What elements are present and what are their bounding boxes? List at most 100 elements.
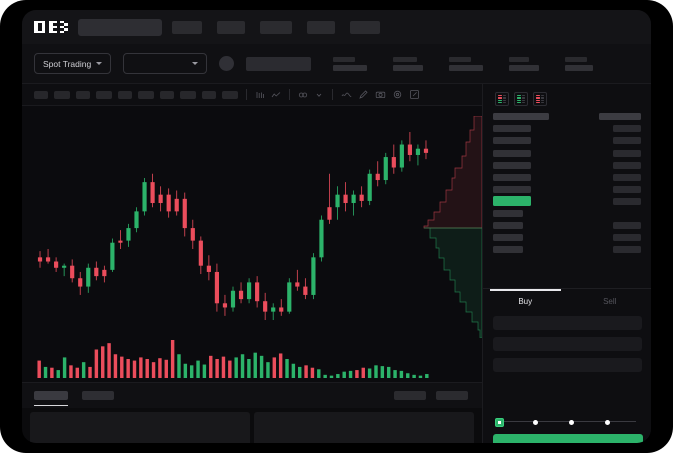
ob-ask-row-5[interactable] — [493, 172, 641, 182]
line-chart-icon[interactable] — [271, 90, 281, 100]
orderbook-view-modes — [483, 84, 651, 112]
nav-item-1[interactable] — [172, 20, 202, 34]
timeframe-15m[interactable] — [76, 90, 90, 99]
stat-last-price-value — [333, 64, 368, 71]
order-price-field[interactable] — [493, 316, 642, 330]
stat-volume-24h — [565, 56, 594, 71]
ob-ask-row-1-size — [613, 125, 641, 133]
bottom-panel-right — [254, 412, 474, 443]
orderbook-trade-column: Buy Sell — [482, 84, 651, 443]
volume-histogram — [37, 340, 429, 378]
stat-low-24h-value — [509, 64, 540, 71]
tab-order-history[interactable] — [82, 391, 114, 400]
timeframe-buttons — [34, 90, 238, 99]
candlestick-chart-icon[interactable] — [255, 90, 265, 100]
buy-sell-tabs: Buy Sell — [483, 288, 651, 314]
tab-open-orders[interactable] — [34, 391, 68, 406]
ob-bid-row-2[interactable] — [493, 221, 641, 231]
ob-bid-row-4[interactable] — [493, 245, 641, 255]
timeframe-1m[interactable] — [34, 90, 48, 99]
price-chart-pane[interactable] — [22, 106, 482, 382]
timeframe-30m[interactable] — [96, 90, 112, 99]
ob-bid-row-1-price — [493, 210, 523, 217]
place-buy-order-button[interactable] — [493, 434, 643, 443]
tab-sell-label: Sell — [603, 297, 617, 306]
ob-ask-row-6-price — [493, 185, 531, 193]
candlestick-chart — [37, 132, 429, 320]
toolbar-divider — [332, 89, 333, 100]
ob-ask-row-3[interactable] — [493, 148, 641, 158]
trading-mode-selector[interactable]: Spot Trading — [34, 53, 112, 74]
order-amount-field[interactable] — [493, 337, 642, 351]
timeframe-1h[interactable] — [118, 90, 132, 99]
chevron-down-icon[interactable] — [314, 90, 324, 100]
ob-ask-row-2[interactable] — [493, 136, 641, 146]
ob-spread-row[interactable] — [493, 196, 641, 207]
ob-header-row-size — [599, 113, 641, 121]
top-navigation-bar — [22, 10, 651, 44]
order-entry-form — [483, 316, 651, 379]
wave-chart-icon[interactable] — [341, 90, 352, 100]
chevron-down-icon — [96, 62, 103, 65]
tab-sell[interactable]: Sell — [568, 289, 652, 314]
global-search-input[interactable] — [78, 18, 162, 36]
okx-logo-icon[interactable] — [34, 20, 68, 34]
ob-bid-row-3-price — [493, 234, 523, 242]
slider-stop-25[interactable] — [533, 419, 538, 425]
ob-ask-row-1[interactable] — [493, 124, 641, 134]
stat-change-24h-label — [393, 56, 418, 62]
tab-action-hide-other-pairs[interactable] — [394, 391, 426, 400]
ob-bid-row-2-price — [493, 222, 523, 230]
timeframe-1d[interactable] — [160, 90, 174, 99]
timeframe-more[interactable] — [222, 90, 238, 99]
ob-spread-row-price — [493, 196, 531, 207]
ob-mode-asks-only-bars — [536, 95, 540, 103]
trading-pair-selector[interactable] — [123, 53, 208, 74]
nav-item-5[interactable] — [350, 20, 380, 34]
tab-open-orders-label — [34, 391, 68, 400]
ob-bid-row-1[interactable] — [493, 209, 641, 219]
ob-mode-both[interactable] — [495, 92, 509, 106]
nav-item-2[interactable] — [217, 20, 245, 34]
ob-header-row[interactable] — [493, 112, 641, 122]
ob-bid-row-4-price — [493, 246, 523, 254]
order-total-field[interactable] — [493, 358, 642, 372]
stat-volume-24h-value — [565, 64, 594, 71]
slider-stop-75[interactable] — [605, 419, 610, 425]
pencil-icon[interactable] — [358, 89, 369, 100]
ob-ask-row-3-price — [493, 149, 531, 157]
nav-item-4[interactable] — [307, 20, 335, 34]
settings-gear-icon[interactable] — [392, 89, 403, 100]
indicators-icon[interactable] — [298, 90, 308, 100]
tab-order-history-label — [82, 391, 114, 400]
amount-percent-slider[interactable] — [495, 416, 640, 428]
ob-ask-row-2-size — [613, 137, 641, 145]
ob-mode-asks-only[interactable] — [533, 92, 547, 106]
trading-mode-label: Spot Trading — [43, 58, 92, 69]
nav-items — [172, 20, 380, 34]
timeframe-1mo[interactable] — [202, 90, 216, 99]
ob-ask-row-6[interactable] — [493, 185, 641, 195]
timeframe-5m[interactable] — [54, 90, 70, 99]
camera-icon[interactable] — [375, 89, 386, 100]
tab-buy[interactable]: Buy — [483, 289, 568, 314]
pair-name-placeholder — [246, 56, 312, 71]
timeframe-1w[interactable] — [180, 90, 196, 99]
slider-handle[interactable] — [495, 418, 504, 427]
timeframe-4h[interactable] — [138, 90, 154, 99]
ob-bid-row-4-size — [613, 246, 641, 254]
nav-item-3[interactable] — [260, 20, 292, 34]
app-viewport: Spot Trading — [22, 10, 651, 443]
fullscreen-icon[interactable] — [409, 89, 420, 100]
slider-stop-50[interactable] — [569, 419, 574, 425]
ob-bid-row-3-size — [613, 234, 641, 242]
ob-ask-row-4[interactable] — [493, 160, 641, 170]
ob-mode-bids-only-bars — [517, 95, 521, 103]
stat-change-24h-value — [393, 64, 424, 71]
ob-bid-row-3[interactable] — [493, 233, 641, 243]
bottom-panel-left — [30, 412, 250, 443]
ob-mode-bids-only[interactable] — [514, 92, 528, 106]
stat-high-24h-label — [449, 56, 472, 62]
orders-tab-actions — [394, 391, 482, 400]
tab-action-cancel-all[interactable] — [436, 391, 468, 400]
